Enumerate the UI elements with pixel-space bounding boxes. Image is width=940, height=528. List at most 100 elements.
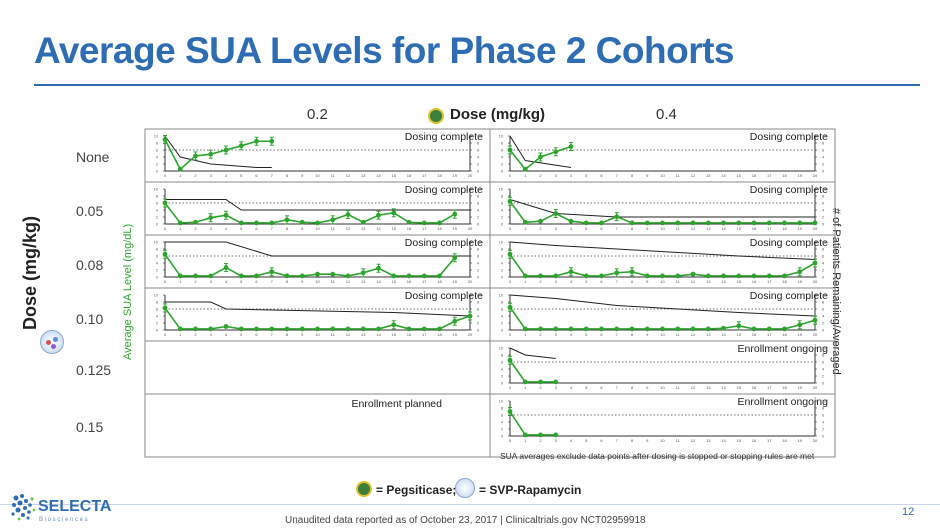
- x-tick-label: 14: [721, 279, 726, 284]
- y2-tick-label: 4: [477, 156, 479, 160]
- x-tick-label: 11: [331, 173, 336, 178]
- sua-point: [269, 326, 275, 332]
- x-tick-label: 20: [813, 332, 818, 337]
- sua-point: [330, 326, 336, 332]
- panel-status: Dosing complete: [750, 237, 828, 249]
- x-tick-label: 13: [706, 438, 711, 443]
- sua-point: [782, 220, 787, 226]
- legend-pegsiticase-icon: [356, 481, 372, 497]
- x-tick-label: 18: [782, 385, 787, 390]
- x-tick-label: 1: [179, 173, 182, 178]
- panel-status: Dosing complete: [405, 184, 483, 196]
- x-tick-label: 15: [392, 173, 397, 178]
- sua-point: [736, 273, 742, 279]
- sua-point: [223, 265, 229, 270]
- x-tick-label: 14: [376, 226, 381, 231]
- sua-point: [812, 220, 818, 226]
- selecta-logo: SELECTA B i o s c i e n c e s: [11, 494, 112, 523]
- y-tick-label: 8: [501, 301, 503, 305]
- y2-tick-label: 10: [477, 135, 481, 139]
- sua-point: [583, 326, 589, 332]
- pegsiticase-icon: [428, 108, 444, 124]
- x-tick-label: 1: [524, 279, 527, 284]
- sua-point: [507, 304, 513, 310]
- sua-point: [644, 220, 650, 226]
- sua-point: [583, 273, 589, 279]
- y2-tick-label: 6: [477, 308, 479, 312]
- sua-point: [345, 212, 351, 217]
- y2-tick-label: 2: [822, 163, 824, 167]
- x-tick-label: 15: [737, 438, 742, 443]
- x-tick-label: 0: [164, 279, 167, 284]
- y-tick-label: 8: [501, 195, 503, 199]
- sua-point: [629, 269, 635, 275]
- sua-point: [406, 326, 412, 332]
- x-tick-label: 14: [721, 332, 726, 337]
- sua-point: [376, 265, 381, 271]
- y2-tick-label: 2: [477, 163, 479, 167]
- y2-tick-label: 8: [477, 248, 479, 252]
- x-tick-label: 14: [376, 279, 381, 284]
- sua-point: [254, 273, 259, 279]
- sua-line: [164, 253, 456, 277]
- y-axis-subtitle: Average SUA Level (mg/dL): [122, 223, 134, 360]
- patients-line: [165, 199, 470, 211]
- x-tick-label: 2: [539, 173, 542, 178]
- y2-tick-label: 4: [477, 209, 479, 213]
- x-tick-label: 17: [422, 332, 427, 337]
- x-tick-label: 20: [468, 226, 473, 231]
- y2-tick-label: 8: [822, 407, 824, 411]
- x-tick-label: 4: [225, 226, 228, 231]
- x-tick-label: 14: [721, 438, 726, 443]
- sua-point: [522, 273, 528, 279]
- x-tick-label: 8: [286, 279, 289, 284]
- sua-point: [614, 270, 620, 276]
- y2-tick-label: 2: [822, 269, 824, 273]
- x-tick-label: 7: [271, 279, 274, 284]
- x-tick-label: 20: [468, 332, 473, 337]
- x-tick-label: 19: [798, 385, 803, 390]
- sua-point: [751, 326, 757, 332]
- sua-point: [162, 251, 168, 257]
- y2-tick-label: 8: [477, 195, 479, 199]
- row-label-008: 0.08: [76, 257, 104, 273]
- x-tick-label: 11: [331, 226, 336, 231]
- x-tick-label: 17: [767, 279, 772, 284]
- x-tick-label: 5: [585, 385, 588, 390]
- y-tick-label: 0: [156, 329, 158, 333]
- x-tick-label: 13: [706, 226, 711, 231]
- x-tick-label: 18: [437, 279, 442, 284]
- x-tick-label: 2: [539, 279, 542, 284]
- x-tick-label: 9: [646, 385, 649, 390]
- sua-point: [223, 147, 229, 153]
- x-tick-label: 3: [555, 332, 558, 337]
- x-tick-label: 11: [676, 385, 681, 390]
- y-tick-label: 6: [501, 202, 503, 206]
- sua-point: [721, 273, 726, 279]
- x-tick-label: 6: [600, 173, 603, 178]
- x-tick-label: 3: [210, 173, 213, 178]
- x-tick-label: 2: [539, 438, 542, 443]
- x-tick-label: 1: [524, 385, 527, 390]
- sua-point: [675, 220, 681, 226]
- y2-tick-label: 8: [477, 142, 479, 146]
- sua-point: [553, 432, 559, 438]
- x-tick-label: 1: [524, 438, 527, 443]
- y-tick-label: 0: [156, 276, 158, 280]
- x-tick-label: 12: [691, 438, 696, 443]
- x-tick-label: 1: [179, 332, 182, 337]
- x-tick-label: 10: [660, 226, 665, 231]
- x-tick-label: 1: [524, 226, 527, 231]
- panel-status: Enrollment planned: [352, 398, 443, 410]
- legend-svp-icon: [455, 478, 475, 498]
- y2-tick-label: 6: [477, 202, 479, 206]
- sua-point: [284, 217, 290, 223]
- sua-line: [509, 306, 816, 330]
- y-tick-label: 4: [501, 209, 503, 213]
- y2-tick-label: 8: [822, 142, 824, 146]
- x-tick-label: 8: [631, 173, 634, 178]
- y-tick-label: 0: [501, 435, 503, 439]
- y-tick-label: 4: [156, 156, 158, 160]
